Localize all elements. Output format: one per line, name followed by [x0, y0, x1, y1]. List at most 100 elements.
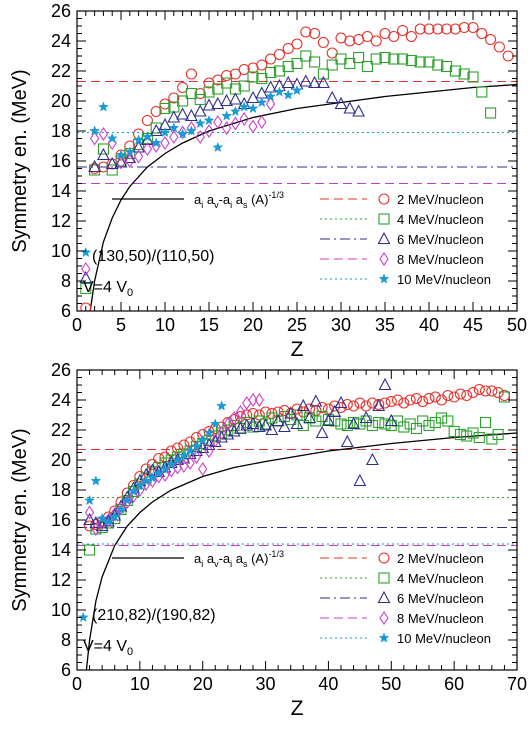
data-point — [88, 159, 102, 173]
plot-area — [77, 377, 517, 670]
data-point — [203, 114, 215, 126]
data-point — [177, 451, 191, 464]
data-point — [467, 71, 479, 83]
data-point — [282, 60, 294, 73]
x-tick-label: 40 — [419, 315, 439, 335]
x-tick-label: 70 — [507, 674, 527, 694]
data-point — [454, 428, 466, 441]
data-point — [115, 503, 127, 515]
data-point — [246, 90, 260, 104]
x-tick-label: 30 — [256, 674, 276, 694]
data-point — [448, 425, 460, 438]
y-tick-label: 6 — [61, 660, 71, 680]
data-point — [84, 520, 96, 532]
legend-label: 2 MeV/nucleon — [397, 192, 484, 207]
data-point — [410, 392, 422, 405]
x-tick-label: 20 — [243, 315, 263, 335]
legend-curve-label: ai av-ai as (A)-1/3 — [194, 549, 284, 569]
data-point — [486, 385, 498, 397]
data-point — [212, 141, 224, 153]
series-circle — [80, 21, 514, 311]
data-point — [168, 92, 180, 104]
data-point — [228, 92, 242, 105]
data-point — [405, 30, 417, 43]
data-point — [392, 394, 404, 406]
data-point — [160, 136, 170, 150]
data-point — [105, 156, 119, 170]
y-tick-label: 8 — [61, 630, 71, 650]
data-point — [194, 117, 206, 129]
data-point — [344, 35, 356, 47]
data-point — [341, 419, 353, 432]
data-point — [373, 416, 385, 429]
data-point — [432, 23, 444, 35]
data-point — [410, 422, 422, 435]
data-point — [388, 53, 400, 65]
data-point — [248, 119, 258, 134]
data-point — [273, 48, 285, 61]
data-point — [194, 87, 206, 100]
data-point — [492, 428, 504, 441]
series-star — [80, 84, 303, 258]
data-point — [89, 125, 101, 136]
y-axis-label: Symmetry en. (MeV) — [9, 428, 31, 611]
data-point — [177, 128, 189, 139]
x-tick-label: 10 — [130, 674, 150, 694]
data-point — [169, 130, 179, 144]
data-point — [96, 512, 108, 524]
x-axis-label: Z — [291, 338, 304, 361]
y-tick-label: 22 — [51, 420, 71, 440]
data-point — [209, 418, 221, 429]
data-point — [260, 406, 272, 418]
data-point — [185, 125, 197, 136]
data-point — [116, 155, 126, 170]
data-point — [239, 112, 249, 126]
x-tick-label: 30 — [331, 315, 351, 335]
x-tick-label: 15 — [199, 315, 219, 335]
data-point — [109, 511, 121, 522]
data-point — [379, 51, 391, 64]
y-tick-label: 8 — [61, 271, 71, 291]
data-point — [77, 611, 89, 623]
data-point — [414, 23, 426, 35]
legend-label: 8 MeV/nucleon — [397, 252, 484, 267]
x-tick-label: 50 — [507, 315, 527, 335]
data-point — [141, 114, 153, 127]
data-point — [91, 522, 101, 536]
data-point — [238, 101, 250, 112]
data-point — [176, 107, 190, 120]
legend-label: 10 MeV/nucleon — [397, 631, 491, 646]
data-point — [159, 102, 171, 115]
data-point — [223, 417, 233, 431]
data-point — [300, 26, 312, 38]
data-point — [80, 302, 92, 311]
series-diamond — [81, 97, 276, 276]
data-point — [291, 57, 303, 70]
data-point — [79, 270, 93, 284]
data-point — [372, 398, 386, 412]
data-point — [485, 33, 497, 46]
data-point — [309, 27, 321, 40]
y-tick-label: 26 — [51, 1, 71, 21]
data-point — [265, 66, 277, 79]
data-point — [84, 505, 95, 520]
data-point — [449, 23, 461, 35]
data-point — [177, 125, 188, 140]
data-point — [106, 132, 118, 144]
data-point — [385, 395, 397, 408]
data-point — [461, 389, 473, 402]
data-point — [404, 394, 416, 406]
data-point — [98, 127, 109, 141]
legend-marker-star — [378, 273, 390, 284]
y-tick-label: 18 — [51, 480, 71, 500]
data-point — [121, 494, 133, 506]
y-tick-label: 14 — [51, 540, 71, 560]
legend-marker-diamond — [379, 252, 389, 266]
data-point — [352, 104, 366, 117]
data-point — [473, 431, 485, 444]
data-point — [379, 418, 391, 430]
data-point — [140, 475, 152, 486]
y-tick-label: 10 — [51, 600, 71, 620]
legend-marker-square — [378, 572, 390, 584]
legend-label: 2 MeV/nucleon — [397, 551, 484, 566]
